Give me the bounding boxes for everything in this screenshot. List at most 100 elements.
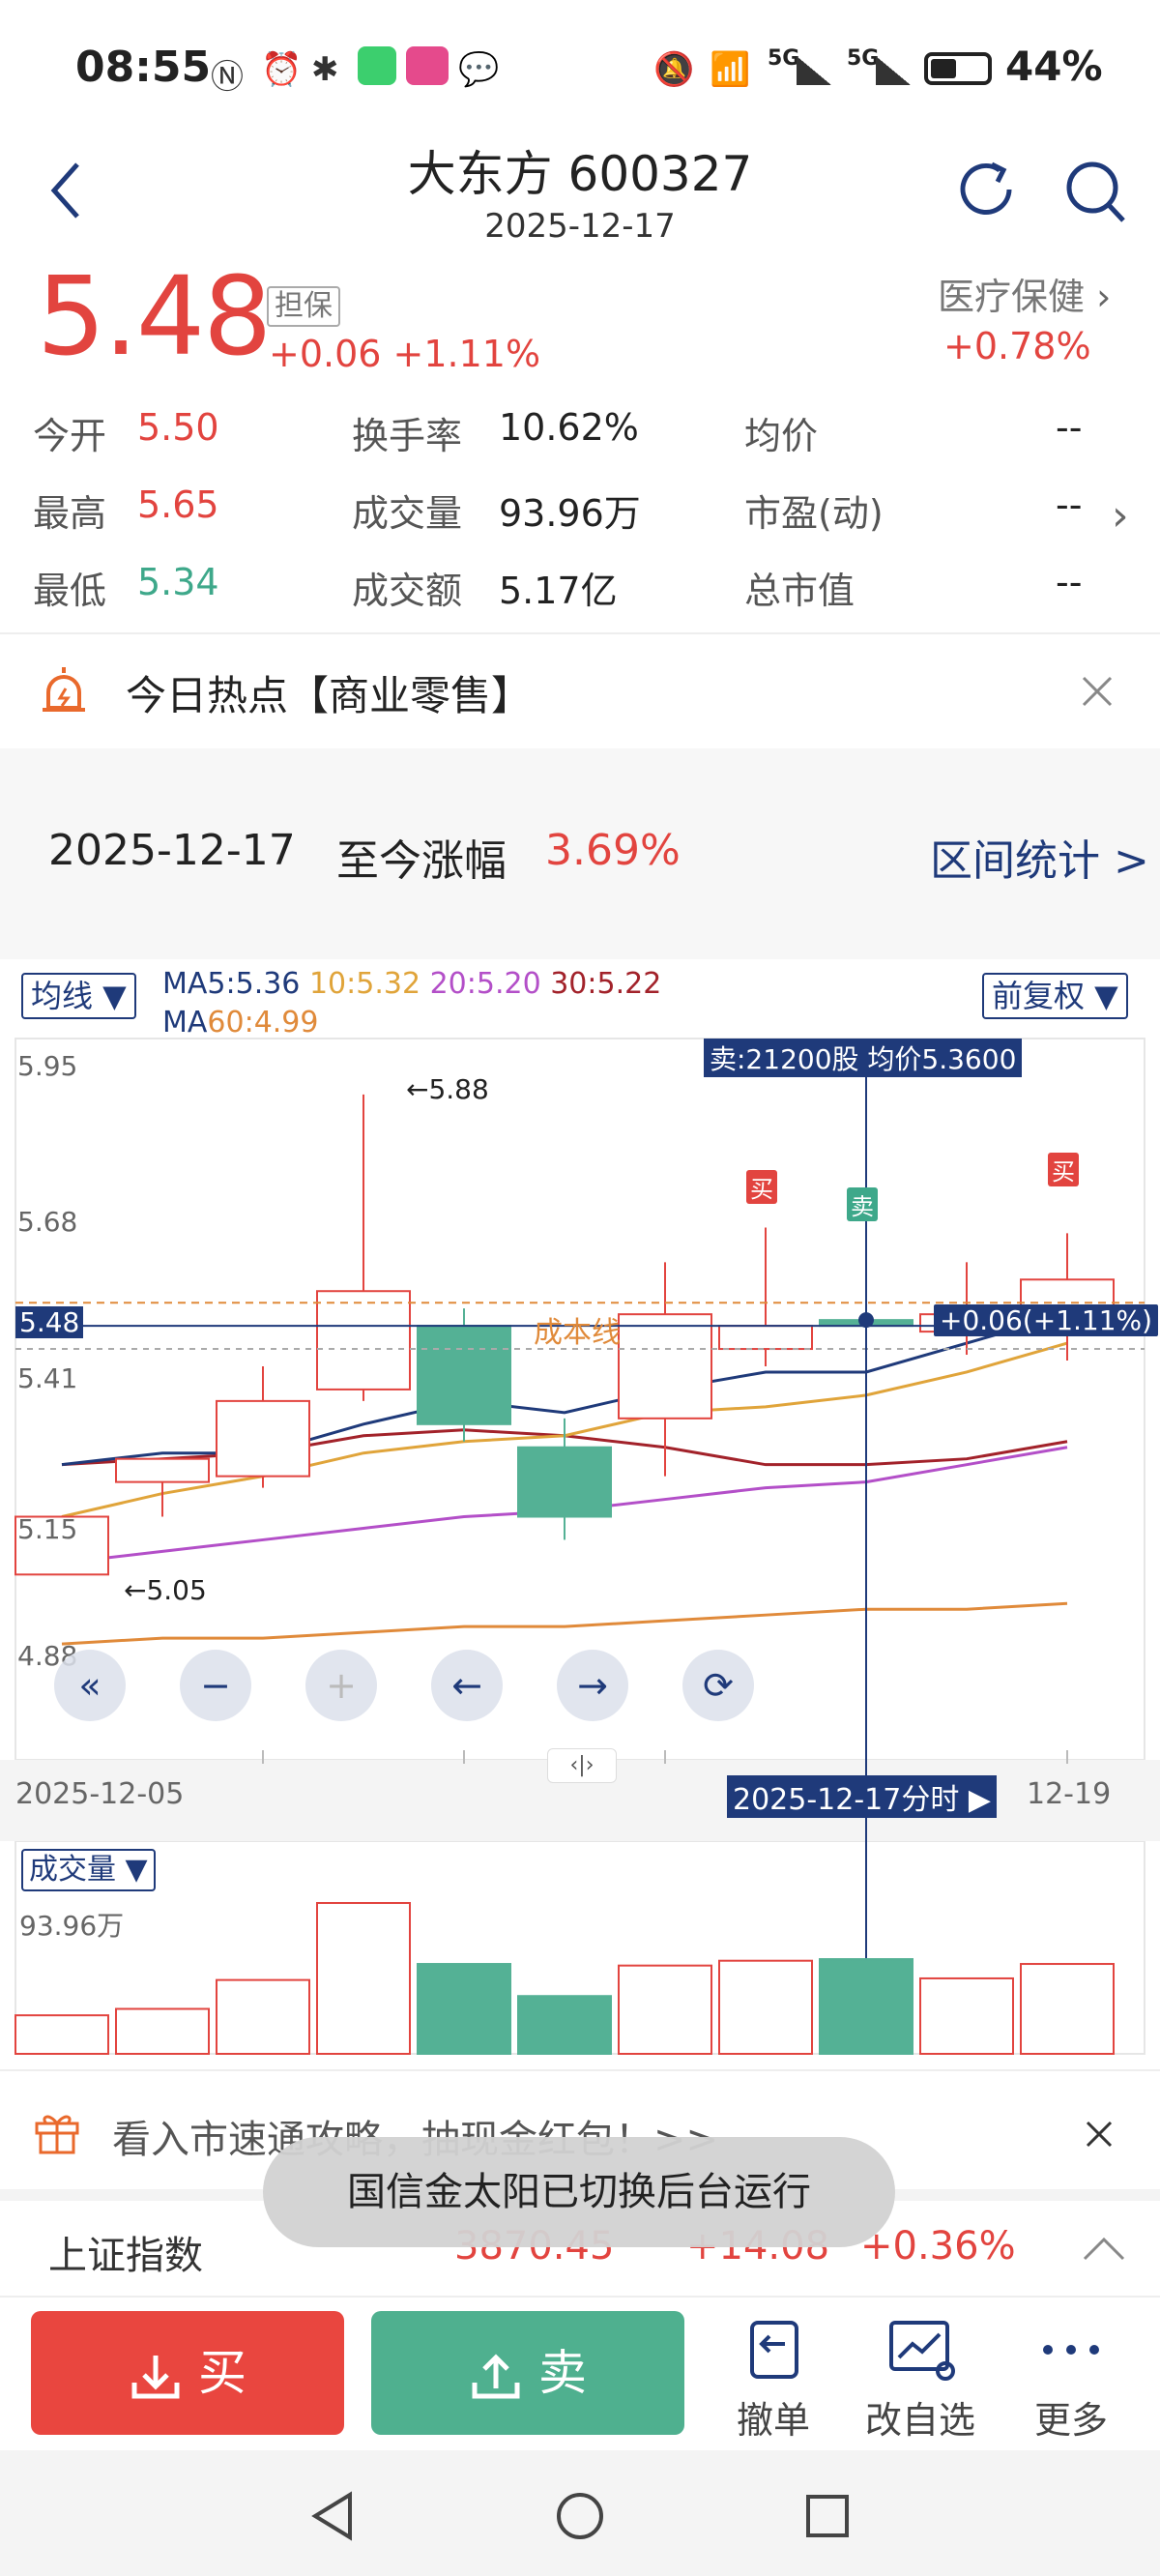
y-tick: 5.95 — [17, 1050, 78, 1082]
crosshair-point — [858, 1312, 874, 1329]
wechat-icon: 💬 — [458, 50, 500, 89]
trade-tooltip: 卖:21200股 均价5.3600 — [704, 1039, 1023, 1077]
x-cursor-label[interactable]: 2025-12-17分时 ▶ — [727, 1775, 997, 1818]
candle-body — [517, 1446, 612, 1518]
change-tag: +0.06(+1.11%) — [934, 1304, 1159, 1337]
low-mark: ←5.05 — [124, 1574, 207, 1607]
close-icon[interactable] — [1085, 2120, 1114, 2149]
more-dots-icon — [1043, 2345, 1099, 2355]
signal-5g-icon-2: 5G — [847, 46, 880, 71]
rotate-button[interactable]: ⟳ — [682, 1650, 754, 1721]
cost-line-label: 成本线 — [534, 1316, 621, 1351]
buy-label: 买 — [198, 2345, 246, 2401]
chevron-right-icon: › — [1085, 276, 1112, 318]
amount-value: 5.17亿 — [499, 570, 618, 612]
edit-watchlist-icon — [889, 2321, 955, 2381]
sell-arrow-icon — [472, 2353, 520, 2398]
index-pct: +0.36% — [860, 2224, 1016, 2269]
pan-right-button[interactable]: → — [557, 1650, 628, 1721]
index-name[interactable]: 上证指数 — [48, 2234, 203, 2278]
edit-watchlist-label: 改自选 — [864, 2399, 975, 2442]
cancel-order-button[interactable]: 撤单 — [715, 2315, 831, 2444]
ma-selector[interactable]: 均线 ▼ — [21, 973, 136, 1019]
volume-selector[interactable]: 成交量 ▼ — [21, 1849, 156, 1891]
volume-bar — [1020, 1963, 1115, 2056]
high-value: 5.65 — [137, 483, 219, 526]
back-button[interactable] — [46, 157, 85, 224]
candle-body — [718, 1325, 813, 1351]
range-label: 至今涨幅 — [336, 836, 507, 886]
last-price: 5.48 — [37, 254, 272, 380]
cancel-order-label: 撤单 — [736, 2399, 810, 2442]
kline-chart[interactable]: 均线 ▼ MA5:5.36 10:5.32 20:5.20 30:5.22 MA… — [0, 957, 1160, 2069]
chevron-left-icon — [50, 162, 79, 219]
volume-bar — [417, 1963, 511, 2056]
more-button[interactable]: 更多 — [1013, 2315, 1129, 2444]
current-price-tag: 5.48 — [15, 1306, 84, 1339]
volume-max-label: 93.96万 — [19, 1910, 125, 1942]
refresh-icon — [960, 161, 1012, 215]
pane-resize-handle[interactable]: ‹|› — [547, 1748, 617, 1783]
volume-bar — [718, 1959, 813, 2056]
price-change: +0.06 +1.11% — [269, 333, 541, 375]
buy-marker[interactable]: 买 — [746, 1169, 777, 1204]
nav-home-icon[interactable] — [553, 2489, 607, 2543]
sell-label: 卖 — [538, 2345, 587, 2401]
chevron-up-icon[interactable] — [1081, 2234, 1127, 2263]
range-row: 2025-12-17 至今涨幅 3.69% 区间统计 > — [0, 748, 1160, 959]
nav-back-icon[interactable] — [307, 2489, 362, 2543]
candle-body — [14, 1515, 109, 1576]
zoom-reset-button[interactable]: « — [54, 1650, 126, 1721]
shopping-app-icon — [406, 46, 449, 85]
range-value: 3.69% — [545, 826, 681, 875]
more-label: 更多 — [1033, 2399, 1108, 2442]
zoom-out-button[interactable]: − — [180, 1650, 251, 1721]
chart-toolbar: «− + ← → ⟳ — [54, 1650, 789, 1723]
ma-legend: MA5:5.36 10:5.32 20:5.20 30:5.22 MA60:4.… — [162, 965, 661, 1042]
search-icon — [1066, 161, 1125, 222]
battery-percent: 44% — [1005, 43, 1103, 90]
volume-value: 93.96万 — [499, 492, 641, 535]
search-button[interactable] — [1061, 157, 1129, 226]
pe-label: 市盈(动) — [744, 492, 884, 535]
buy-button[interactable]: 买 — [31, 2311, 344, 2435]
volume-bar — [14, 2014, 109, 2055]
y-tick: 5.41 — [17, 1361, 78, 1394]
iqiyi-app-icon — [358, 46, 396, 85]
hot-topic-row[interactable] — [0, 638, 1160, 745]
range-stats-link[interactable]: 区间统计 > — [930, 836, 1149, 886]
cancel-order-icon — [750, 2321, 798, 2379]
open-label: 今开 — [33, 415, 107, 457]
stats-expand-chevron-icon[interactable]: › — [1112, 491, 1129, 541]
nfc-icon: Ⓝ — [211, 58, 244, 97]
y-tick: 5.15 — [17, 1512, 78, 1545]
sell-marker[interactable]: 卖 — [847, 1186, 878, 1221]
sector-link[interactable]: 医疗保健 › — [938, 267, 1111, 320]
pan-left-button[interactable]: ← — [431, 1650, 503, 1721]
buy-marker[interactable]: 买 — [1048, 1152, 1079, 1186]
low-label: 最低 — [33, 570, 107, 612]
ma30-value: 30:5.22 — [550, 967, 662, 1001]
candle-body — [618, 1313, 712, 1420]
ma60-line — [61, 1601, 1068, 1646]
amount-label: 成交额 — [352, 570, 463, 612]
divider — [0, 632, 1160, 634]
close-icon[interactable] — [1081, 675, 1114, 708]
sell-button[interactable]: 卖 — [371, 2311, 684, 2435]
status-time: 08:55 — [75, 43, 212, 92]
turnover-label: 换手率 — [352, 415, 463, 457]
zoom-in-button[interactable]: + — [305, 1650, 377, 1721]
candle-body — [115, 1457, 210, 1483]
system-nav-bar — [0, 2450, 1160, 2576]
alarm-icon: ⏰ — [261, 50, 303, 89]
signal-5g-icon: 5G — [768, 46, 800, 71]
adjust-selector[interactable]: 前复权 ▼ — [982, 973, 1128, 1019]
divider — [0, 2296, 1160, 2298]
nav-recents-icon[interactable] — [800, 2489, 855, 2543]
divider — [0, 2069, 1160, 2071]
volume-bar — [316, 1902, 411, 2055]
refresh-button[interactable] — [957, 157, 1019, 226]
toast-message: 国信金太阳已切换后台运行 — [263, 2137, 895, 2247]
ma60-prefix: MA — [162, 1006, 208, 1039]
edit-watchlist-button[interactable]: 改自选 — [862, 2315, 978, 2444]
